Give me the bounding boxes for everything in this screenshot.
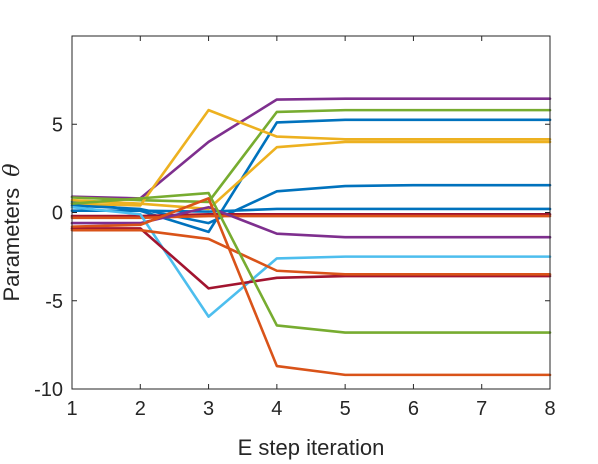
- y-tick-label--10: -10: [34, 379, 63, 401]
- series-line-1: [70, 97, 552, 200]
- series-line-2: [70, 108, 552, 204]
- y-tick-label--5: -5: [45, 291, 63, 313]
- series-line-12: [70, 227, 552, 290]
- series-line-8: [70, 212, 552, 218]
- tick-layer: 1 2 3 4 5 6 7 8 -10 -5 0 5: [34, 36, 556, 420]
- y-axis-label-symbol: θ: [0, 163, 25, 176]
- x-tick-label-5: 5: [340, 398, 351, 420]
- y-tick-label-5: 5: [52, 114, 63, 136]
- series-layer: [70, 97, 552, 377]
- x-tick-label-8: 8: [544, 398, 555, 420]
- y-axis-label: Parameters θ: [0, 163, 25, 301]
- series-line-4: [70, 108, 552, 207]
- series-line-9: [70, 214, 552, 220]
- series-line-13: [70, 228, 552, 276]
- series-line-15: [70, 197, 552, 377]
- series-line-5: [70, 140, 552, 211]
- x-tick-label-7: 7: [476, 398, 487, 420]
- y-axis-label-text: Parameters: [0, 188, 24, 302]
- x-tick-label-2: 2: [135, 398, 146, 420]
- series-line-14: [70, 191, 552, 334]
- series-line-7: [70, 207, 552, 213]
- y-tick-label-0: 0: [52, 203, 63, 225]
- x-tick-label-6: 6: [408, 398, 419, 420]
- x-tick-label-1: 1: [66, 398, 77, 420]
- x-axis-label: E step iteration: [238, 435, 385, 460]
- x-tick-label-3: 3: [203, 398, 214, 420]
- series-line-3: [70, 118, 552, 234]
- x-tick-label-4: 4: [271, 398, 282, 420]
